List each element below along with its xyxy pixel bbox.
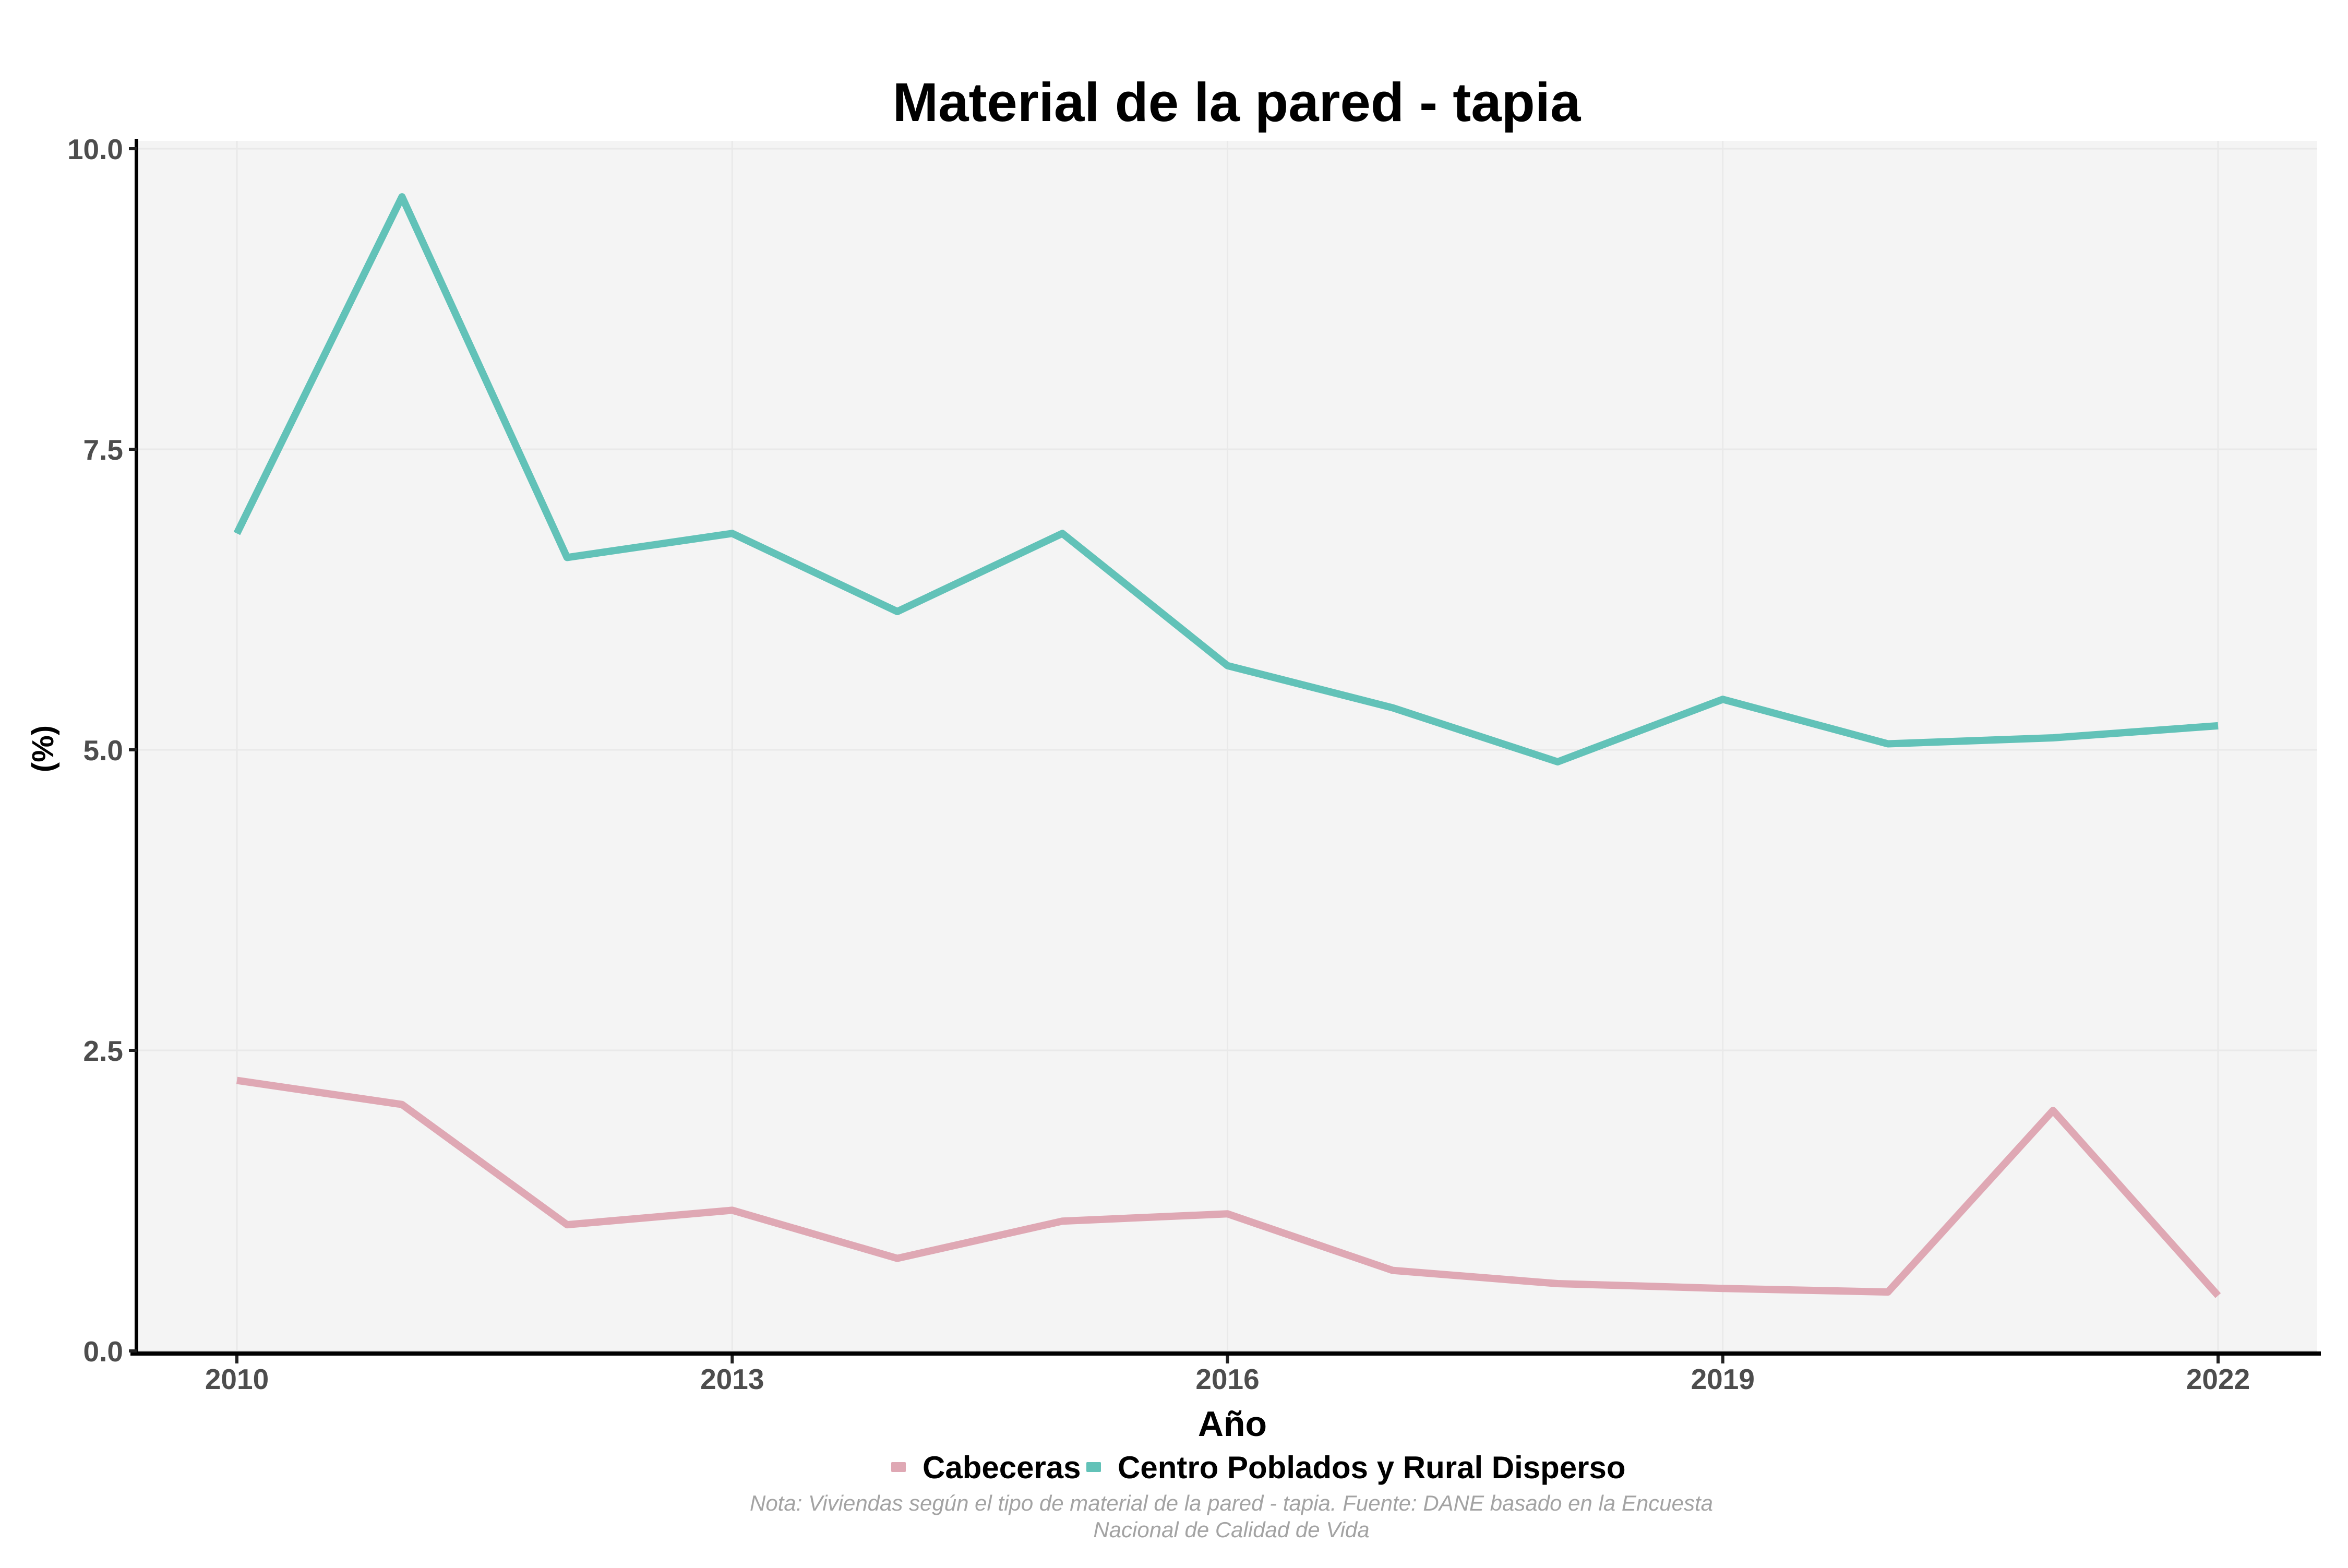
series-line-cabeceras bbox=[236, 1076, 2221, 1298]
y-tick-label-0: 0.0 bbox=[83, 1335, 123, 1368]
y-axis-line bbox=[135, 139, 138, 1356]
y-tick-label-10: 10.0 bbox=[67, 133, 123, 165]
y-tick-0 bbox=[129, 1349, 137, 1352]
note-line-1: Nota: Viviendas según el tipo de materia… bbox=[750, 1491, 1713, 1515]
note-line-2: Nacional de Calidad de Vida bbox=[1093, 1517, 1369, 1542]
y-tick-2.5 bbox=[129, 1049, 137, 1052]
tick-marks bbox=[129, 147, 2220, 1363]
x-tick-2019 bbox=[1721, 1356, 1724, 1363]
legend-swatch-cabeceras bbox=[891, 1462, 906, 1472]
series-line-centro-poblados bbox=[233, 193, 2219, 765]
x-tick-label-2016: 2016 bbox=[1195, 1363, 1259, 1395]
y-tick-10 bbox=[129, 147, 137, 150]
y-tick-label-5: 5.0 bbox=[83, 734, 123, 767]
x-tick-2010 bbox=[235, 1356, 238, 1363]
y-tick-label-2.5: 2.5 bbox=[83, 1035, 123, 1067]
gridlines bbox=[137, 141, 2317, 1355]
x-tick-label-2019: 2019 bbox=[1691, 1363, 1755, 1395]
legend-label-centro-poblados: Centro Poblados y Rural Disperso bbox=[1118, 1450, 1626, 1485]
x-tick-label-2013: 2013 bbox=[700, 1363, 764, 1395]
x-axis-line bbox=[130, 1351, 2321, 1356]
legend-swatch-centro-poblados bbox=[1086, 1462, 1101, 1472]
y-tick-5 bbox=[129, 748, 137, 751]
y-tick-label-7.5: 7.5 bbox=[83, 434, 123, 466]
x-tick-label-2022: 2022 bbox=[2186, 1363, 2250, 1395]
y-tick-7.5 bbox=[129, 448, 137, 451]
page-title: Material de la pared - tapia bbox=[893, 72, 1582, 133]
x-tick-2013 bbox=[730, 1356, 734, 1363]
tick-labels: 2010 2013 2016 2019 2022 0.0 2.5 5.0 7.5 10.0 bbox=[67, 133, 2250, 1395]
x-tick-2016 bbox=[1226, 1356, 1229, 1363]
x-axis-title: Año bbox=[1198, 1404, 1267, 1444]
source-note: Nota: Viviendas según el tipo de materia… bbox=[750, 1491, 1713, 1542]
legend-label-cabeceras: Cabeceras bbox=[923, 1450, 1081, 1485]
x-tick-2022 bbox=[2217, 1356, 2220, 1363]
y-axis-title: (%) bbox=[26, 725, 60, 772]
legend: Cabeceras Centro Poblados y Rural Disper… bbox=[891, 1450, 1626, 1485]
x-tick-label-2010: 2010 bbox=[205, 1363, 269, 1395]
axis-lines bbox=[130, 139, 2321, 1356]
data-series bbox=[233, 193, 2221, 1298]
